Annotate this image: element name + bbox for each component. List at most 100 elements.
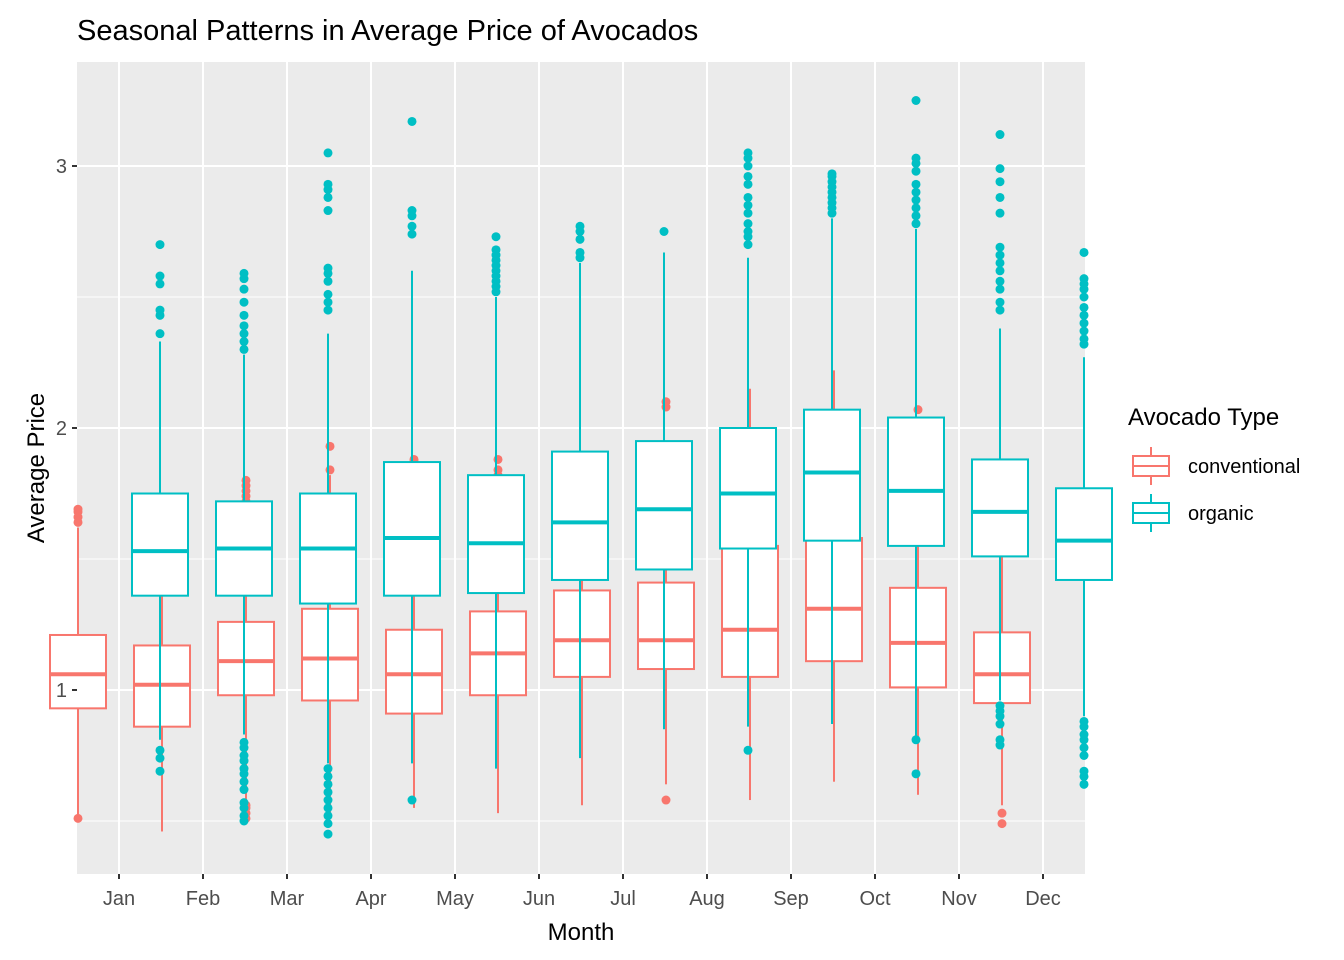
box-conventional-sep — [721, 388, 779, 801]
y-axis: 1 2 3 — [56, 156, 77, 702]
outlier-point — [995, 266, 1005, 276]
iqr-box — [467, 474, 525, 595]
outlier-point — [239, 344, 249, 354]
iqr-box — [383, 461, 441, 597]
outlier-point — [323, 305, 333, 315]
outlier-point — [239, 737, 249, 747]
x-tick-label: Nov — [941, 888, 977, 910]
legend-label: conventional — [1188, 456, 1300, 478]
outlier-point — [239, 785, 249, 795]
outlier-point — [323, 206, 333, 216]
outlier-point — [325, 441, 335, 451]
outlier-point — [323, 297, 333, 307]
outlier-point — [911, 179, 921, 189]
box-organic-dec — [1055, 247, 1113, 789]
iqr-box — [217, 620, 275, 697]
outlier-point — [239, 310, 249, 320]
outlier-point — [661, 795, 671, 805]
outlier-point — [323, 289, 333, 299]
x-tick-label: Jan — [103, 888, 135, 910]
outlier-point — [1079, 751, 1089, 760]
x-tick-label: Feb — [186, 888, 220, 910]
outlier-point — [911, 166, 921, 176]
legend-item-organic: organic — [1132, 494, 1254, 532]
chart-title: Seasonal Patterns in Average Price of Av… — [77, 15, 698, 47]
outlier-point — [911, 96, 921, 105]
outlier-point — [323, 811, 333, 821]
iqr-box — [803, 408, 861, 542]
outlier-point — [995, 258, 1005, 268]
outlier-point — [995, 284, 1005, 294]
outlier-point — [407, 116, 417, 126]
outlier-point — [323, 779, 333, 789]
outlier-point — [661, 397, 671, 407]
outlier-point — [911, 769, 921, 779]
legend-title: Avocado Type — [1128, 404, 1279, 431]
outlier-point — [1079, 292, 1089, 302]
x-tick-label: Jul — [610, 888, 636, 910]
outlier-point — [155, 766, 165, 776]
outlier-point — [911, 187, 921, 197]
outlier-point — [323, 263, 333, 273]
outlier-point — [575, 247, 585, 257]
outlier-point — [407, 229, 417, 239]
outlier-point — [995, 164, 1005, 174]
outlier-point — [995, 250, 1005, 260]
outlier-point — [743, 745, 753, 755]
outlier-point — [911, 219, 921, 229]
outlier-point — [155, 271, 165, 281]
y-tick-label: 1 — [56, 680, 67, 702]
iqr-box — [971, 458, 1029, 558]
outlier-point — [911, 195, 921, 205]
x-tick-label: Sep — [773, 888, 809, 910]
box-organic-mar — [299, 148, 357, 839]
iqr-box — [131, 492, 189, 597]
outlier-point — [239, 764, 249, 774]
outlier-point — [1079, 716, 1089, 726]
outlier-point — [73, 504, 83, 514]
outlier-point — [911, 211, 921, 221]
legend-item-conventional: conventional — [1132, 447, 1300, 485]
outlier-point — [323, 179, 333, 189]
outlier-point — [1079, 318, 1089, 328]
box-organic-jun — [551, 221, 609, 759]
outlier-point — [239, 811, 249, 821]
box-organic-nov — [971, 130, 1029, 750]
outlier-point — [995, 130, 1005, 140]
iqr-box — [887, 416, 945, 547]
outlier-point — [743, 219, 753, 229]
outlier-point — [241, 475, 251, 485]
outlier-point — [155, 305, 165, 315]
outlier-point — [239, 329, 249, 339]
iqr-box — [551, 450, 609, 581]
outlier-point — [155, 745, 165, 755]
legend-items: conventional organic — [1132, 447, 1300, 532]
outlier-point — [995, 701, 1005, 711]
outlier-point — [1079, 274, 1089, 284]
outlier-point — [239, 337, 249, 347]
x-tick-label: Dec — [1025, 888, 1061, 910]
outlier-point — [995, 192, 1005, 202]
outlier-point — [323, 771, 333, 781]
legend: Avocado Type conventional organic — [1128, 404, 1300, 532]
outlier-point — [575, 234, 585, 244]
outlier-point — [995, 242, 1005, 252]
x-axis-title: Month — [548, 919, 615, 946]
outlier-point — [995, 177, 1005, 187]
x-tick-label: May — [436, 888, 474, 910]
iqr-box — [49, 633, 107, 710]
outlier-point — [239, 268, 249, 278]
iqr-box — [635, 440, 693, 571]
outlier-point — [995, 735, 1005, 745]
outlier-point — [155, 279, 165, 289]
outlier-point — [325, 465, 335, 475]
outlier-point — [743, 171, 753, 181]
outlier-point — [239, 284, 249, 294]
legend-key — [1132, 447, 1170, 485]
outlier-point — [155, 329, 165, 339]
outlier-point — [155, 240, 165, 250]
outlier-point — [323, 829, 333, 839]
outlier-point — [1079, 779, 1089, 789]
outlier-point — [239, 297, 249, 307]
